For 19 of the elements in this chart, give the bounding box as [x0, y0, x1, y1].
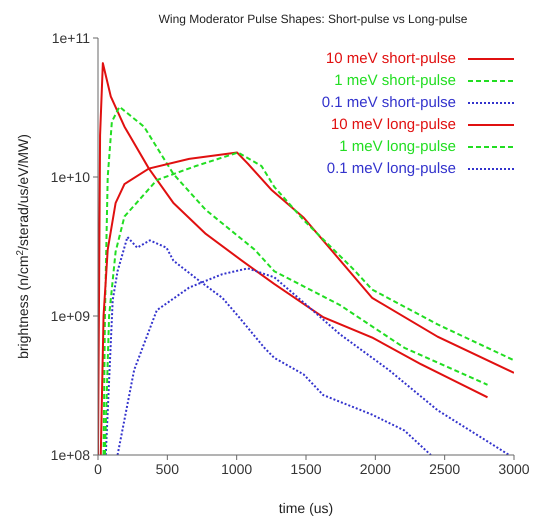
x-tick-label: 1000: [221, 460, 252, 477]
y-tick-label: 1e+08: [50, 446, 90, 463]
x-tick-label: 2500: [429, 460, 460, 477]
legend-label: 0.1 meV long-pulse: [326, 159, 456, 179]
x-tick-label: 500: [156, 460, 180, 477]
x-tick-label: 1500: [290, 460, 322, 477]
x-tick-label: 3000: [498, 460, 530, 477]
x-tick-label: 0: [94, 460, 102, 477]
chart-title: Wing Moderator Pulse Shapes: Short-pulse vs Long-pulse: [158, 11, 468, 28]
x-tick-label: 2000: [360, 460, 392, 477]
x-axis-title: time (us): [278, 500, 334, 516]
y-tick-label: 1e+10: [50, 168, 90, 185]
legend-label: 10 meV long-pulse: [330, 115, 456, 135]
legend-label: 0.1 meV short-pulse: [322, 93, 456, 113]
y-tick-label: 1e+11: [52, 30, 90, 46]
legend-label: 1 meV short-pulse: [334, 71, 456, 91]
legend-label: 1 meV long-pulse: [339, 137, 456, 157]
legend-label: 10 meV short-pulse: [326, 49, 456, 69]
y-tick-label: 1e+09: [50, 308, 90, 324]
